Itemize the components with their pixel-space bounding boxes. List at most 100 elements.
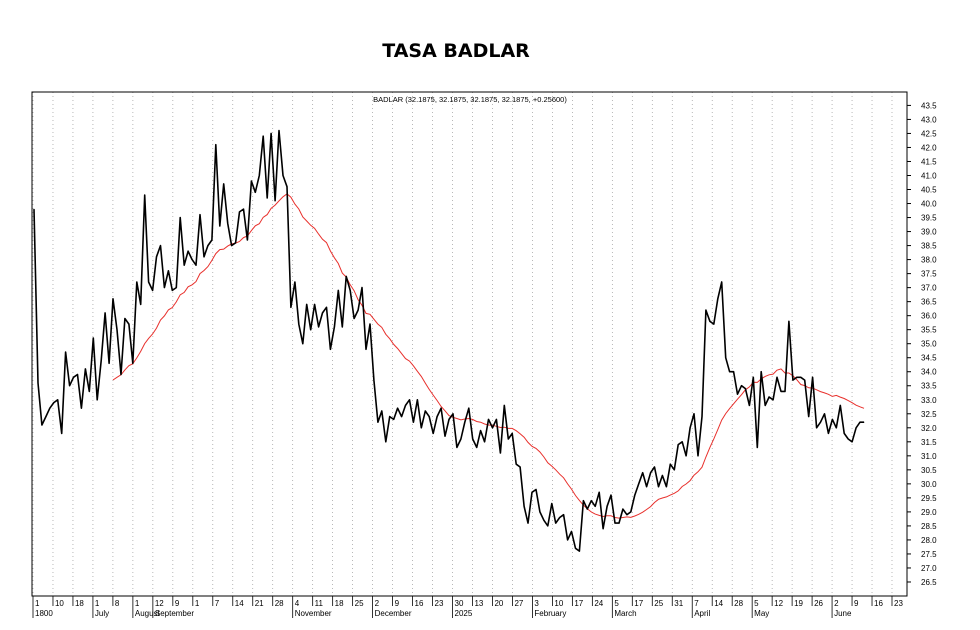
data-point: [618, 522, 620, 524]
data-point: [223, 183, 225, 185]
data-point: [128, 323, 130, 325]
data-point: [393, 418, 395, 420]
data-point: [322, 312, 323, 314]
data-point: [231, 245, 233, 246]
x-month-label: November: [295, 609, 332, 618]
y-tick-label: 43.0: [921, 115, 937, 124]
data-point: [420, 427, 422, 429]
data-point: [784, 390, 786, 392]
data-point: [480, 430, 482, 432]
x-tick-label: 25: [654, 599, 663, 608]
data-point: [140, 304, 142, 305]
data-point: [808, 416, 810, 417]
data-point: [416, 399, 418, 401]
data-point: [326, 306, 327, 308]
data-point: [460, 438, 462, 440]
data-point: [81, 407, 82, 409]
data-point: [33, 208, 35, 210]
data-point: [148, 281, 150, 283]
data-point: [575, 547, 576, 549]
data-point: [373, 379, 375, 381]
x-tick-label: 28: [734, 599, 743, 608]
y-tick-label: 41.0: [921, 171, 937, 180]
data-point: [45, 416, 47, 417]
y-tick-label: 36.5: [921, 298, 937, 307]
data-point: [665, 486, 667, 488]
data-point: [567, 539, 568, 541]
data-point: [800, 376, 802, 378]
data-point: [859, 421, 861, 423]
data-point: [100, 360, 102, 361]
data-point: [57, 399, 59, 401]
data-point: [839, 404, 841, 406]
x-tick-label: 1: [95, 599, 100, 608]
data-point: [436, 416, 438, 417]
x-month-label: 2025: [455, 609, 473, 618]
data-point: [590, 500, 592, 502]
data-point: [614, 522, 616, 524]
x-month-label: December: [375, 609, 412, 618]
data-point: [413, 421, 414, 423]
data-point: [741, 385, 742, 387]
x-tick-label: 9: [854, 599, 859, 608]
x-tick-label: 14: [714, 599, 723, 608]
data-point: [254, 191, 256, 193]
data-point: [507, 438, 509, 440]
x-tick-label: 1: [35, 599, 40, 608]
x-tick-label: 24: [594, 599, 603, 608]
y-tick-label: 43.5: [921, 101, 937, 110]
data-point: [642, 472, 644, 474]
data-point: [531, 491, 533, 493]
data-point: [96, 399, 98, 401]
y-tick-label: 31.0: [921, 452, 937, 461]
data-point: [602, 528, 604, 530]
data-point: [341, 326, 343, 328]
x-tick-label: 13: [474, 599, 483, 608]
y-tick-label: 27.0: [921, 564, 937, 573]
y-tick-label: 38.0: [921, 256, 937, 265]
data-point: [175, 287, 177, 289]
y-tick-label: 28.5: [921, 522, 937, 531]
data-point: [235, 242, 236, 244]
data-point: [539, 511, 541, 513]
data-point: [519, 466, 521, 468]
data-point: [195, 264, 197, 266]
data-point: [788, 320, 790, 322]
y-tick-label: 39.0: [921, 228, 937, 237]
data-point: [654, 466, 655, 468]
data-point: [669, 463, 671, 465]
data-point: [183, 264, 185, 266]
data-point: [53, 402, 55, 403]
y-tick-label: 36.0: [921, 312, 937, 321]
data-point: [626, 514, 628, 516]
x-month-label: 1800: [35, 609, 53, 618]
x-tick-label: 18: [335, 599, 344, 608]
data-point: [306, 304, 308, 305]
data-point: [444, 435, 446, 437]
data-point: [116, 329, 118, 331]
data-point: [361, 287, 363, 289]
x-tick-label: 7: [694, 599, 699, 608]
data-point: [239, 211, 240, 213]
x-tick-label: 4: [295, 599, 300, 608]
x-tick-label: 26: [814, 599, 823, 608]
data-point: [333, 326, 335, 328]
data-point: [41, 424, 43, 426]
data-point: [606, 505, 608, 507]
data-point: [310, 329, 312, 331]
x-tick-label: 3: [534, 599, 539, 608]
data-point: [586, 508, 588, 510]
x-tick-label: 23: [435, 599, 444, 608]
data-point: [768, 396, 770, 398]
data-point: [266, 197, 268, 199]
data-point: [199, 214, 201, 216]
data-point: [262, 135, 264, 137]
y-tick-label: 35.0: [921, 340, 937, 349]
data-point: [725, 357, 727, 359]
x-month-label: May: [754, 609, 769, 618]
data-point: [302, 343, 304, 345]
y-tick-label: 39.5: [921, 214, 937, 223]
data-point: [282, 175, 284, 176]
x-tick-label: 21: [255, 599, 264, 608]
